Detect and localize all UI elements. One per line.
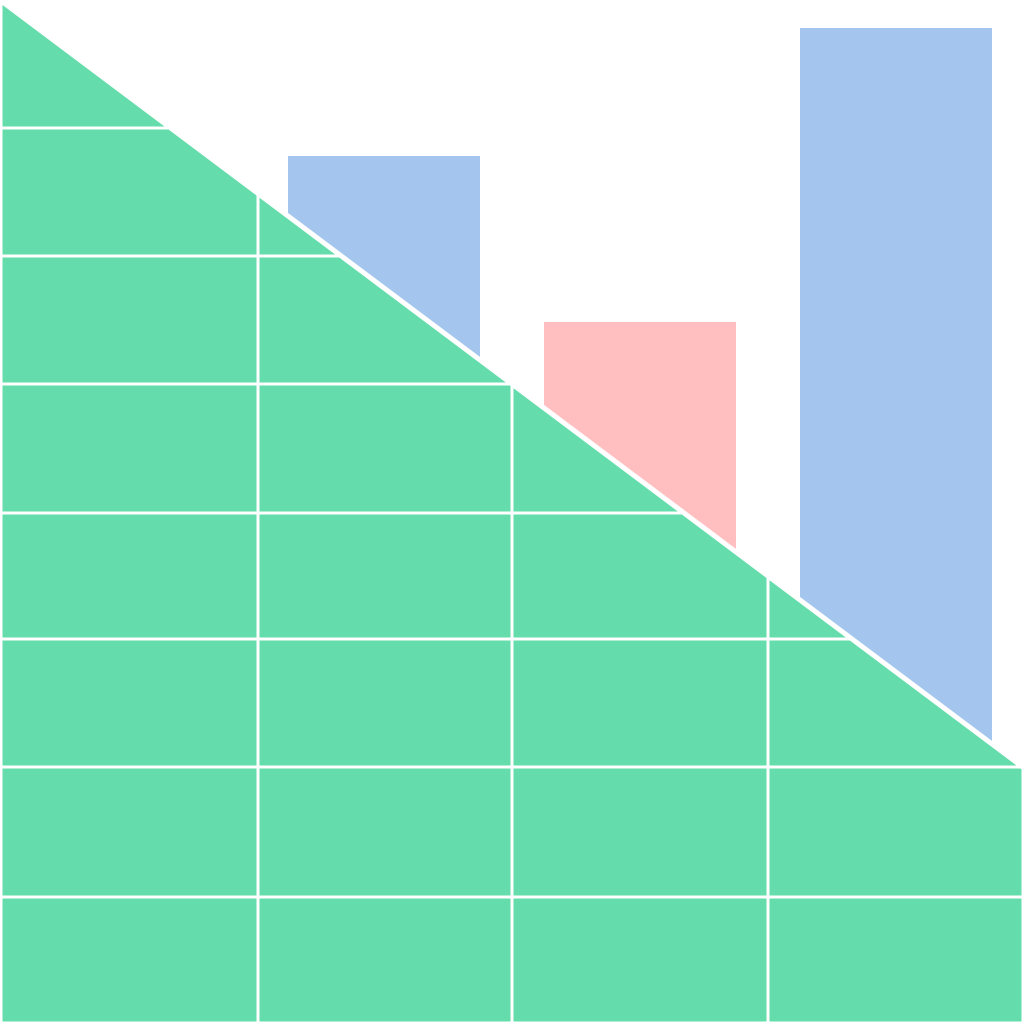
graphic [0,0,1024,1024]
page: (() => { const data = JSON.parse(documen… [0,0,1024,1024]
